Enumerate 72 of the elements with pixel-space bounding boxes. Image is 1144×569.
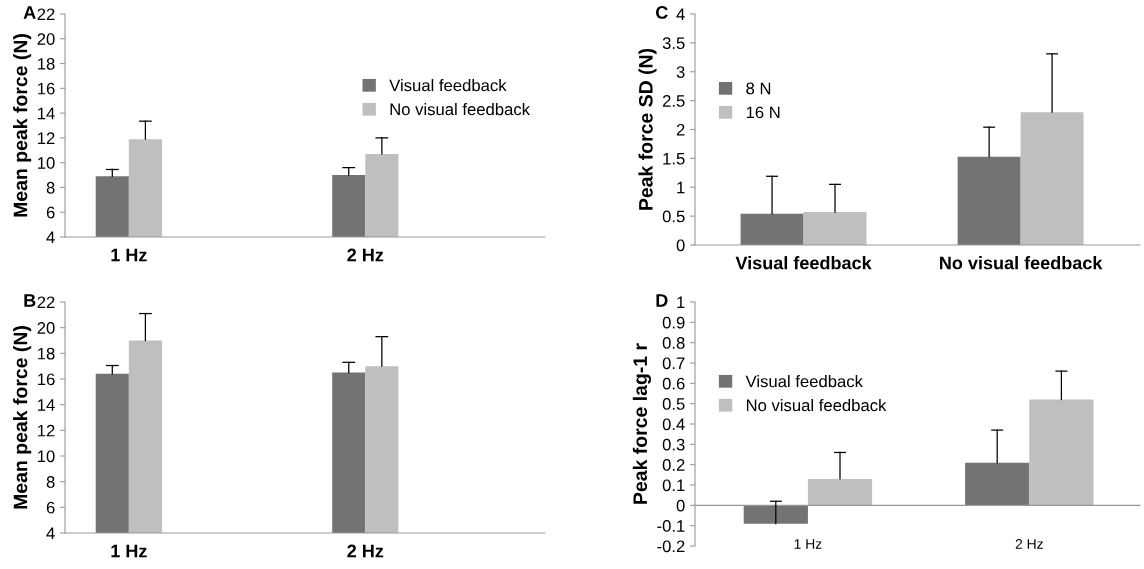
bar bbox=[807, 478, 873, 506]
y-tick-label: 0.4 bbox=[662, 418, 685, 431]
y-tick-label: 8 bbox=[46, 181, 55, 194]
y-tick-label: 3 bbox=[676, 66, 685, 78]
y-tick-label: 0.6 bbox=[662, 377, 685, 390]
y-tick-label: -0.1 bbox=[657, 520, 685, 532]
y-tick-label: 1 bbox=[677, 181, 685, 194]
y-tick-label: 14 bbox=[38, 107, 55, 120]
y-tick-label: 4 bbox=[46, 527, 55, 540]
y-tick-label: 10 bbox=[38, 157, 55, 169]
y-tick-label: 8 bbox=[46, 476, 55, 488]
y-tick-label: 0.2 bbox=[662, 459, 685, 471]
y-tick-label: 0.5 bbox=[662, 398, 685, 410]
bar bbox=[743, 505, 808, 524]
text: C bbox=[656, 6, 668, 19]
bar bbox=[1029, 399, 1094, 506]
y-tick-label: 0 bbox=[676, 239, 685, 252]
y-tick-label: 0.8 bbox=[662, 337, 685, 349]
y-tick-label: 16 bbox=[38, 82, 55, 95]
legend-label: Visual feedback bbox=[389, 79, 507, 92]
legend-label: 8 N bbox=[746, 82, 771, 95]
y-tick-label: 0.5 bbox=[662, 210, 685, 223]
y-tick-label: 6 bbox=[46, 501, 55, 514]
y-tick-label: 20 bbox=[37, 33, 55, 45]
bar bbox=[957, 156, 1021, 245]
x-tick-label: No visual feedback bbox=[940, 256, 1103, 270]
y-tick-label: 22 bbox=[37, 296, 55, 309]
text: B bbox=[24, 294, 36, 307]
y-tick-label: 2 bbox=[676, 123, 685, 136]
x-tick-label: 2 Hz bbox=[347, 248, 384, 262]
y-tick-label: 14 bbox=[38, 399, 55, 411]
x-tick-label: Visual feedback bbox=[735, 256, 872, 270]
bar bbox=[803, 212, 867, 245]
text: D bbox=[656, 294, 668, 307]
y-tick-label: -0.2 bbox=[657, 540, 685, 553]
y-tick-label: 4 bbox=[46, 231, 55, 244]
y-tick-label: 12 bbox=[38, 424, 55, 437]
y-axis-title: Mean peak force (N) bbox=[13, 34, 32, 217]
legend-label: 16 N bbox=[746, 106, 780, 119]
y-tick-label: 6 bbox=[46, 206, 55, 219]
y-tick-label: 18 bbox=[38, 347, 55, 360]
legend-label: No visual feedback bbox=[390, 103, 531, 116]
y-tick-label: 16 bbox=[38, 373, 55, 386]
legend-label: Visual feedback bbox=[745, 375, 863, 388]
x-tick-label: 2 Hz bbox=[1015, 539, 1043, 549]
x-tick-label: 2 Hz bbox=[347, 544, 384, 558]
y-tick-label: 0.7 bbox=[662, 357, 685, 370]
y-tick-label: 4 bbox=[676, 8, 685, 21]
y-tick-label: 0.3 bbox=[662, 438, 685, 451]
bar bbox=[1020, 112, 1084, 245]
y-tick-label: 18 bbox=[38, 57, 55, 70]
y-tick-label: 12 bbox=[38, 132, 55, 144]
y-tick-label: 22 bbox=[37, 8, 55, 21]
y-tick-label: 0.1 bbox=[662, 479, 685, 492]
bar bbox=[740, 213, 804, 245]
y-tick-label: 1.5 bbox=[663, 152, 685, 165]
x-tick-label: 1 Hz bbox=[111, 248, 147, 262]
y-axis-title: Peak force SD (N) bbox=[638, 48, 657, 210]
text: A bbox=[23, 6, 36, 19]
y-tick-label: 2.5 bbox=[662, 95, 685, 107]
y-tick-label: 0 bbox=[676, 499, 685, 512]
y-tick-label: 3.5 bbox=[662, 37, 685, 50]
y-axis-title: Peak force lag-1 r bbox=[632, 343, 652, 504]
y-axis-title: Mean peak force (N) bbox=[13, 326, 32, 509]
x-tick-label: 1 Hz bbox=[794, 539, 822, 549]
y-tick-label: 0.9 bbox=[662, 316, 685, 329]
y-tick-label: 10 bbox=[38, 450, 55, 463]
x-tick-label: 1 Hz bbox=[111, 544, 147, 558]
y-tick-label: 1 bbox=[677, 296, 685, 309]
bar bbox=[965, 462, 1030, 506]
legend-label: No visual feedback bbox=[746, 398, 887, 412]
y-tick-label: 20 bbox=[37, 322, 55, 334]
